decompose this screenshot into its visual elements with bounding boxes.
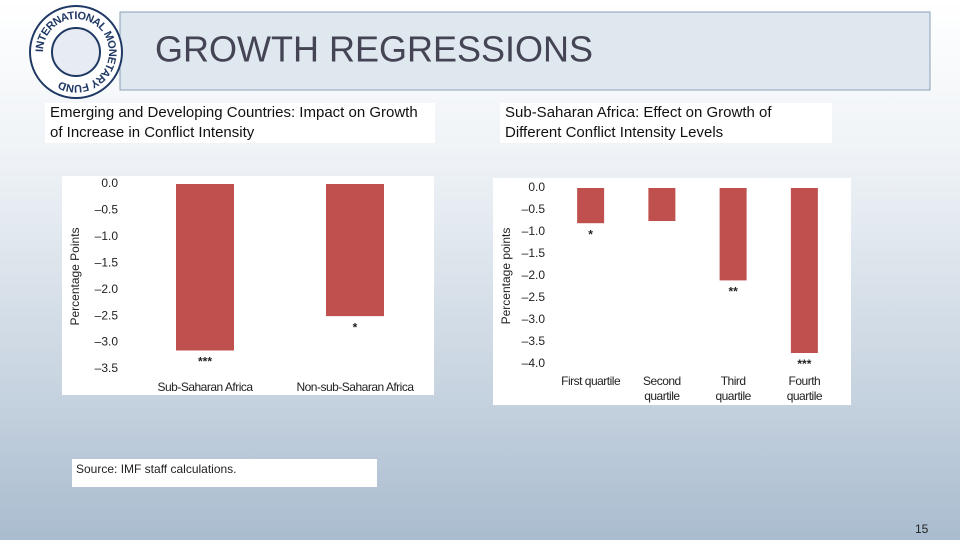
x-tick-label: Second quartile (643, 374, 681, 403)
y-tick-label: 0.0 (101, 176, 118, 190)
x-tick-label: First quartile (561, 374, 621, 388)
chart-title: Sub-Saharan Africa: Effect on Growth of … (500, 103, 832, 143)
y-tick-label: –1.0 (522, 224, 546, 238)
bar (719, 188, 747, 281)
y-tick-label: –3.0 (95, 335, 119, 349)
logo-globe (51, 27, 101, 77)
y-tick-label: –0.5 (95, 203, 119, 217)
significance: * (588, 227, 593, 241)
significance: ** (728, 285, 738, 299)
y-tick-label: –2.5 (95, 308, 119, 322)
y-tick-label: –3.5 (522, 334, 546, 348)
y-tick-label: –1.0 (95, 229, 119, 243)
page-number: 15 (915, 522, 929, 536)
header-bar (119, 11, 931, 91)
source: Source: IMF staff calculations. (76, 462, 237, 476)
y-tick-label: –2.5 (522, 290, 546, 304)
y-tick-label: –1.5 (95, 255, 119, 269)
chart-title: Emerging and Developing Countries: Impac… (45, 103, 435, 143)
significance: *** (198, 355, 212, 369)
y-tick-label: –3.5 (95, 361, 119, 375)
bar (176, 184, 234, 351)
y-tick-label: –4.0 (522, 356, 546, 370)
y-axis-label: Percentage points (499, 228, 513, 325)
y-tick-label: –2.0 (522, 268, 546, 282)
x-tick-label: Non-sub-Saharan Africa (296, 380, 414, 394)
x-tick-label: Third quartile (715, 374, 751, 403)
bar (326, 184, 384, 317)
significance: * (353, 320, 358, 334)
y-axis-label: Percentage Points (68, 227, 82, 325)
y-tick-label: –2.0 (95, 282, 119, 296)
y-tick-label: 0.0 (528, 180, 545, 194)
y-tick-label: –0.5 (522, 202, 546, 216)
bar (790, 188, 818, 353)
y-tick-label: –3.0 (522, 312, 546, 326)
y-tick-label: –1.5 (522, 246, 546, 260)
x-tick-label: Fourth quartile (786, 374, 823, 403)
bar (648, 188, 676, 221)
bar (577, 188, 605, 224)
source-box (72, 459, 377, 487)
slide-title: GROWTH REGRESSIONS (155, 29, 593, 70)
significance: *** (797, 357, 811, 371)
x-tick-label: Sub-Saharan Africa (157, 380, 253, 394)
